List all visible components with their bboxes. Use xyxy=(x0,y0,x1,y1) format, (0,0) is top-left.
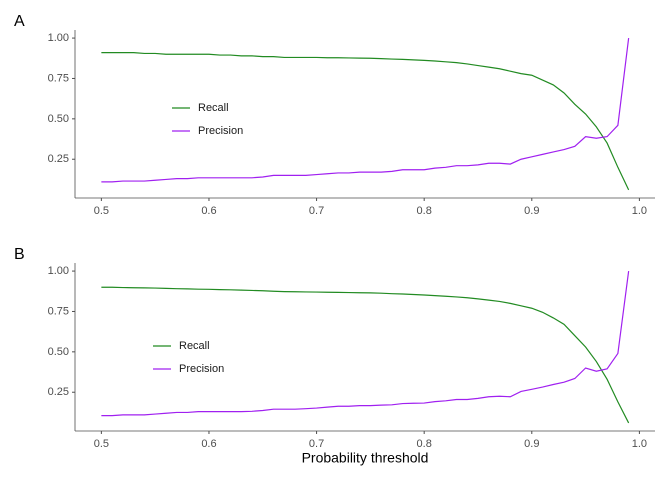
legend-label: Precision xyxy=(198,125,243,137)
y-tick-label: 0.50 xyxy=(48,346,69,358)
x-tick-label: 0.5 xyxy=(94,438,109,450)
x-tick-label: 0.5 xyxy=(94,205,109,217)
x-axis-title: Probability threshold xyxy=(302,450,429,466)
line-series xyxy=(101,286,630,424)
line-series xyxy=(101,52,630,191)
line-series xyxy=(101,271,630,417)
legend-label: Recall xyxy=(179,340,210,352)
x-tick-label: 0.8 xyxy=(417,438,432,450)
x-tick-label: 0.7 xyxy=(309,205,324,217)
y-tick-label: 1.00 xyxy=(48,265,69,277)
panel-label: B xyxy=(14,246,25,263)
y-tick-label: 0.25 xyxy=(48,386,69,398)
x-tick-label: 0.9 xyxy=(524,438,539,450)
legend-label: Precision xyxy=(179,363,224,375)
panel-label: A xyxy=(14,13,25,30)
y-tick-label: 0.50 xyxy=(48,113,69,125)
x-tick-label: 1.0 xyxy=(632,438,647,450)
x-tick-label: 1.0 xyxy=(632,205,647,217)
x-tick-label: 0.9 xyxy=(524,205,539,217)
x-tick-label: 0.7 xyxy=(309,438,324,450)
line-series xyxy=(101,38,630,183)
y-tick-label: 1.00 xyxy=(48,32,69,44)
y-tick-label: 0.75 xyxy=(48,72,69,84)
y-tick-label: 0.75 xyxy=(48,305,69,317)
y-tick-label: 0.25 xyxy=(48,153,69,165)
legend-label: Recall xyxy=(198,102,229,114)
x-tick-label: 0.8 xyxy=(417,205,432,217)
x-tick-label: 0.6 xyxy=(201,438,216,450)
x-tick-label: 0.6 xyxy=(201,205,216,217)
